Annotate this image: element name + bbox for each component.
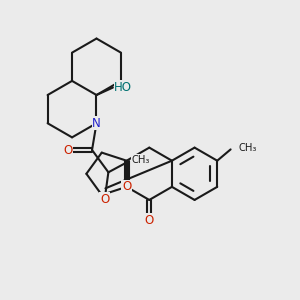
Text: O: O xyxy=(122,180,131,194)
Text: O: O xyxy=(145,214,154,226)
Text: CH₃: CH₃ xyxy=(239,143,257,153)
Text: N: N xyxy=(92,117,101,130)
Text: O: O xyxy=(100,193,109,206)
Text: HO: HO xyxy=(114,81,132,94)
Text: CH₃: CH₃ xyxy=(131,155,150,165)
Text: O: O xyxy=(63,143,72,157)
